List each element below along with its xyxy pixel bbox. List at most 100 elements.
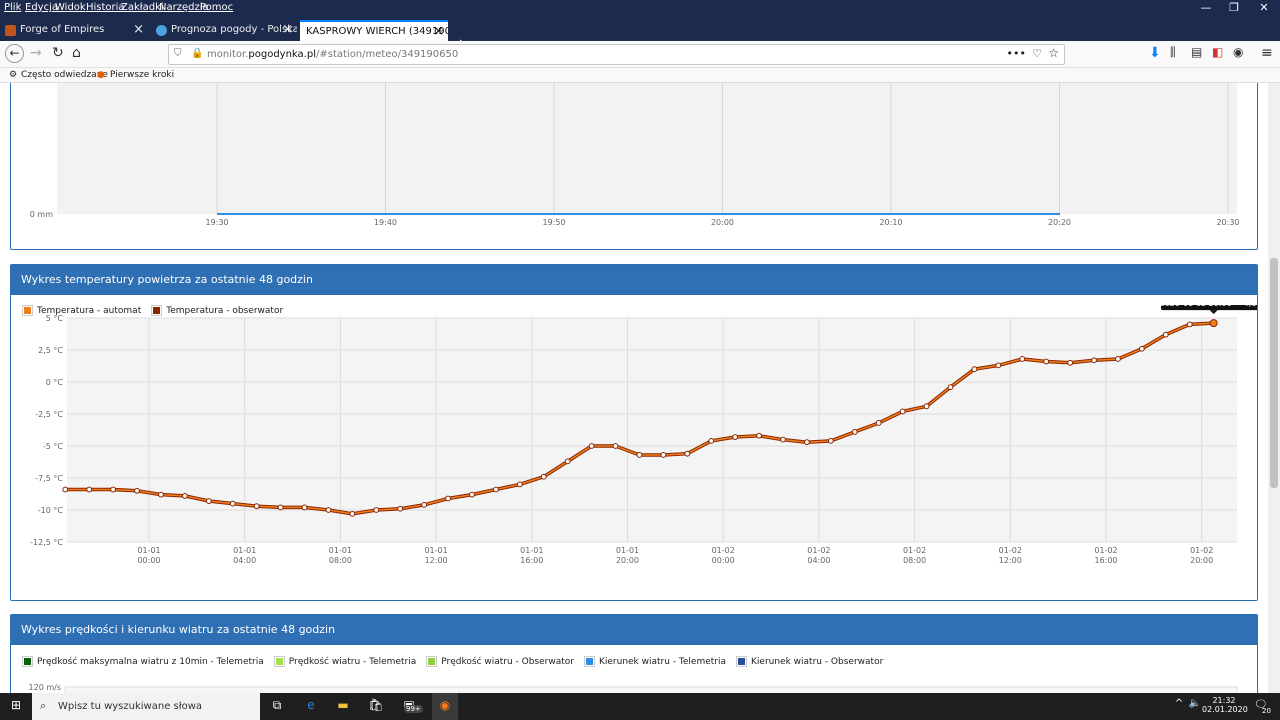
data-point[interactable] [1162, 331, 1169, 338]
menu-pomoc[interactable]: Pomoc [200, 2, 234, 13]
menu-narzedzia[interactable]: Narzędzia [159, 2, 209, 13]
edge-icon[interactable]: e [307, 698, 315, 712]
minimize-icon[interactable]: — [1200, 1, 1212, 14]
data-point[interactable] [995, 362, 1002, 369]
data-point[interactable] [62, 486, 69, 493]
data-point[interactable] [588, 443, 595, 449]
tab-prognoza-pogody[interactable]: Prognoza pogody - Polska 2019 × [151, 20, 297, 41]
store-icon[interactable]: 🛍 [368, 698, 384, 712]
address-bar[interactable]: ⛉ 🔒 monitor.pogodynka.pl/#station/meteo/… [168, 44, 1065, 65]
taskbar-search-box[interactable]: ⌕ Wpisz tu wyszukiwane słowa [32, 693, 260, 720]
data-point[interactable] [349, 510, 356, 517]
data-point[interactable] [540, 473, 547, 480]
data-point[interactable] [110, 486, 117, 493]
bookmark-czesto-odwiedzane[interactable]: Często odwiedzane [21, 70, 108, 80]
page-scrollbar[interactable] [1268, 83, 1280, 693]
menu-plik[interactable]: Plik [4, 2, 22, 13]
data-point[interactable] [253, 503, 260, 510]
scrollbar-thumb[interactable] [1270, 258, 1278, 488]
data-point[interactable] [229, 500, 236, 507]
data-point[interactable] [86, 486, 93, 493]
wind-legend-item[interactable]: Kierunek wiatru - Telemetria [583, 656, 726, 667]
downloads-icon[interactable]: ⬇ [1149, 45, 1161, 61]
data-point[interactable] [181, 493, 188, 499]
data-point[interactable] [756, 432, 762, 439]
data-point[interactable] [636, 452, 643, 458]
clock[interactable]: 21:32 02.01.2020 [1202, 696, 1248, 714]
data-point[interactable] [516, 481, 523, 488]
page-actions-icon[interactable]: ••• [1006, 47, 1026, 60]
close-window-icon[interactable]: ✕ [1259, 1, 1269, 14]
data-point[interactable] [923, 403, 930, 410]
menu-widok[interactable]: Widok [55, 2, 86, 13]
wind-legend-item[interactable]: Prędkość wiatru - Telemetria [273, 656, 416, 667]
data-point[interactable] [325, 507, 332, 513]
bookmark-pierwsze-kroki[interactable]: Pierwsze kroki [110, 70, 175, 80]
close-tab-icon[interactable]: × [433, 24, 444, 39]
extension-icon[interactable]: ◧ [1212, 45, 1224, 59]
data-point[interactable] [1091, 357, 1097, 364]
data-point[interactable] [660, 452, 667, 458]
legend-item-obserwator[interactable]: Temperatura - obserwator [151, 305, 283, 316]
windows-start-icon[interactable]: ⊞ [10, 698, 22, 712]
home-icon[interactable]: ⌂ [72, 45, 81, 61]
data-point[interactable] [397, 505, 404, 512]
data-point[interactable] [1115, 356, 1121, 362]
tab-kasprowy-wierch[interactable]: KASPROWY WIERCH (349190650) | × [300, 20, 448, 41]
account-icon[interactable]: ◉ [1233, 45, 1244, 59]
data-point[interactable] [1067, 359, 1074, 366]
data-point[interactable] [708, 437, 715, 444]
library-icon[interactable]: ⫼ [1170, 45, 1176, 59]
data-point[interactable] [804, 439, 810, 446]
action-center-icon[interactable]: 🗨 [1254, 698, 1268, 711]
data-point[interactable] [205, 498, 212, 504]
data-point[interactable] [732, 434, 739, 440]
data-point[interactable] [134, 487, 140, 494]
shield-icon[interactable]: ⛉ [174, 48, 182, 59]
data-point[interactable] [421, 501, 428, 508]
menu-historia[interactable]: Historia [86, 2, 125, 13]
data-point[interactable] [851, 429, 858, 435]
data-point[interactable] [158, 491, 164, 498]
data-point[interactable] [612, 443, 619, 449]
close-tab-icon[interactable]: × [282, 22, 293, 37]
data-point[interactable] [493, 486, 499, 493]
legend-item-automat[interactable]: Temperatura - automat [22, 305, 141, 316]
tab-forge-of-empires[interactable]: Forge of Empires × [0, 20, 148, 41]
forward-icon[interactable]: → [30, 45, 42, 61]
data-point[interactable] [1138, 345, 1145, 352]
data-point[interactable] [780, 436, 786, 443]
volume-icon[interactable]: 🔈 [1188, 698, 1202, 709]
close-tab-icon[interactable]: × [133, 22, 144, 37]
pocket-icon[interactable]: ♡ [1032, 47, 1042, 60]
wind-legend-item[interactable]: Prędkość wiatru - Obserwator [426, 656, 574, 667]
data-point[interactable] [373, 507, 380, 513]
data-point[interactable] [971, 366, 978, 373]
insecure-lock-icon[interactable]: 🔒 [191, 48, 204, 59]
data-point[interactable] [1019, 356, 1026, 362]
file-explorer-icon[interactable]: ▬ [337, 698, 349, 712]
data-point[interactable] [1186, 321, 1193, 328]
menu-zakladki[interactable]: Zakładki [121, 2, 164, 13]
back-icon[interactable]: ← [5, 44, 24, 63]
data-point[interactable] [1209, 319, 1218, 328]
restore-icon[interactable]: ❐ [1229, 1, 1239, 14]
reload-icon[interactable]: ↻ [52, 45, 64, 61]
menu-edycja[interactable]: Edycja [25, 2, 58, 13]
url-text[interactable]: monitor.pogodynka.pl/#station/meteo/3491… [207, 49, 459, 60]
data-point[interactable] [564, 458, 571, 465]
data-point[interactable] [875, 420, 882, 426]
task-view-icon[interactable]: ⧉ [272, 698, 282, 712]
sidebar-icon[interactable]: ▤ [1191, 45, 1203, 59]
data-point[interactable] [947, 384, 954, 391]
data-point[interactable] [1043, 358, 1050, 365]
data-point[interactable] [899, 408, 906, 415]
data-point[interactable] [277, 504, 284, 511]
wind-legend-item[interactable]: Kierunek wiatru - Obserwator [736, 656, 883, 667]
data-point[interactable] [301, 504, 308, 511]
data-point[interactable] [684, 450, 691, 457]
show-hidden-icons-icon[interactable]: ^ [1174, 698, 1184, 709]
data-point[interactable] [445, 495, 451, 502]
wind-legend-item[interactable]: Prędkość maksymalna wiatru z 10min - Tel… [22, 656, 264, 667]
data-point[interactable] [469, 491, 475, 498]
